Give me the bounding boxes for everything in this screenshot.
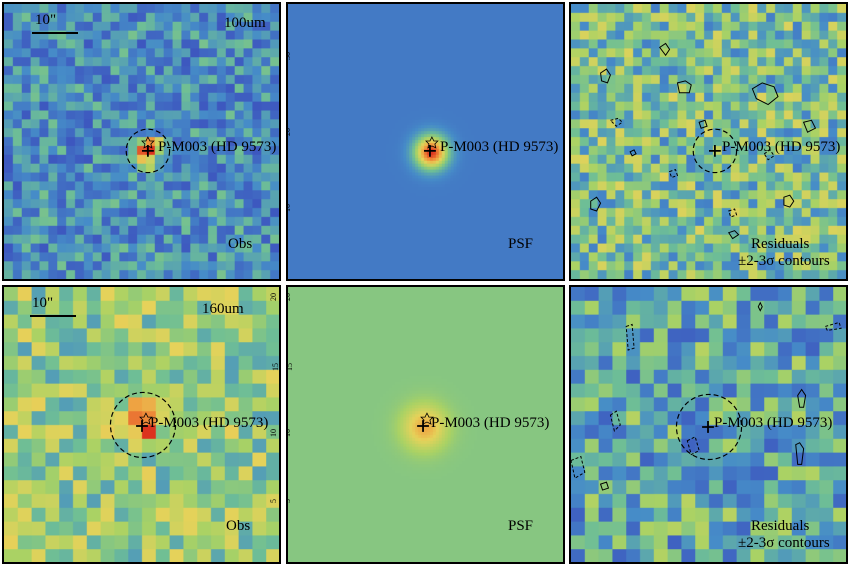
source-cross-icon [136, 420, 148, 432]
source-star-icon [420, 412, 434, 425]
panel-caption: PSF [508, 236, 534, 252]
overlay-100um-obs [125, 128, 171, 174]
panel-caption: Obs [226, 518, 251, 534]
axis-tick-label: 20 [286, 128, 292, 136]
panel-caption-2: ±2-3σ contours [738, 253, 830, 269]
axis-tick-label: 10 [286, 204, 292, 212]
axis-tick-label: 20 [269, 293, 278, 301]
panel-160um-psf: P-M003 (HD 9573) PSF 20 15 10 5 [286, 285, 565, 564]
axis-tick-label: 10 [286, 429, 292, 437]
panel-100um-residuals: P-M003 (HD 9573) Residuals ±2-3σ contour… [569, 2, 848, 281]
aperture-circle [109, 391, 177, 459]
axis-tick-label: 5 [269, 499, 278, 503]
band-label: 160um [202, 301, 244, 317]
image-100um-psf [288, 4, 563, 279]
axis-tick-label: 15 [271, 363, 280, 371]
source-cross-icon [702, 421, 714, 433]
panel-caption: Residuals [751, 518, 810, 534]
axis-tick-label: 30 [286, 52, 292, 60]
source-name-label: P-M003 (HD 9573) [158, 139, 277, 155]
panel-caption-2: ±2-3σ contours [738, 535, 830, 551]
overlay-160um-obs [109, 391, 177, 459]
panel-100um-psf: P-M003 (HD 9573) PSF 30 20 10 [286, 2, 565, 281]
source-name-label: P-M003 (HD 9573) [722, 139, 841, 155]
band-label: 100um [224, 15, 266, 31]
overlay-160um-residuals [571, 301, 842, 491]
aperture-circle [692, 128, 738, 174]
scale-label: 10" [32, 295, 54, 311]
source-star-icon [139, 412, 153, 425]
source-name-label: P-M003 (HD 9573) [440, 139, 559, 155]
axis-tick-label: 5 [288, 499, 292, 503]
scale-bar [32, 32, 78, 34]
aperture-circle [675, 393, 743, 461]
axis-tick-label: 15 [286, 363, 294, 371]
source-name-label: P-M003 (HD 9573) [431, 415, 550, 431]
image-100um-obs [4, 4, 279, 279]
overlay-100um-psf [424, 136, 439, 157]
source-cross-icon [141, 144, 154, 157]
source-name-label: P-M003 (HD 9573) [150, 415, 269, 431]
scale-label: 10" [35, 12, 57, 28]
overlay-160um-psf [417, 412, 434, 432]
aperture-circle [125, 128, 171, 174]
axis-tick-label: 20 [286, 293, 292, 301]
panel-100um-obs: 10" 100um P-M003 (HD 9573) Obs [2, 2, 281, 281]
scale-bar [30, 315, 76, 317]
image-100um-residuals [571, 4, 846, 279]
overlay-100um-residuals [590, 42, 817, 240]
panel-160um-residuals: P-M003 (HD 9573) Residuals ±2-3σ contour… [569, 285, 848, 564]
panel-caption: PSF [508, 518, 534, 534]
source-star-icon [141, 136, 155, 149]
source-cross-icon [708, 144, 721, 157]
image-160um-psf [288, 287, 563, 562]
panel-caption: Obs [228, 236, 253, 252]
axis-tick-label: 10 [269, 429, 278, 437]
panel-160um-obs: 10" 160um P-M003 (HD 9573) Obs 20 15 10 … [2, 285, 281, 564]
source-name-label: P-M003 (HD 9573) [714, 415, 833, 431]
source-cross-icon [417, 420, 429, 432]
source-star-icon [425, 136, 439, 149]
panel-caption: Residuals [751, 236, 810, 252]
